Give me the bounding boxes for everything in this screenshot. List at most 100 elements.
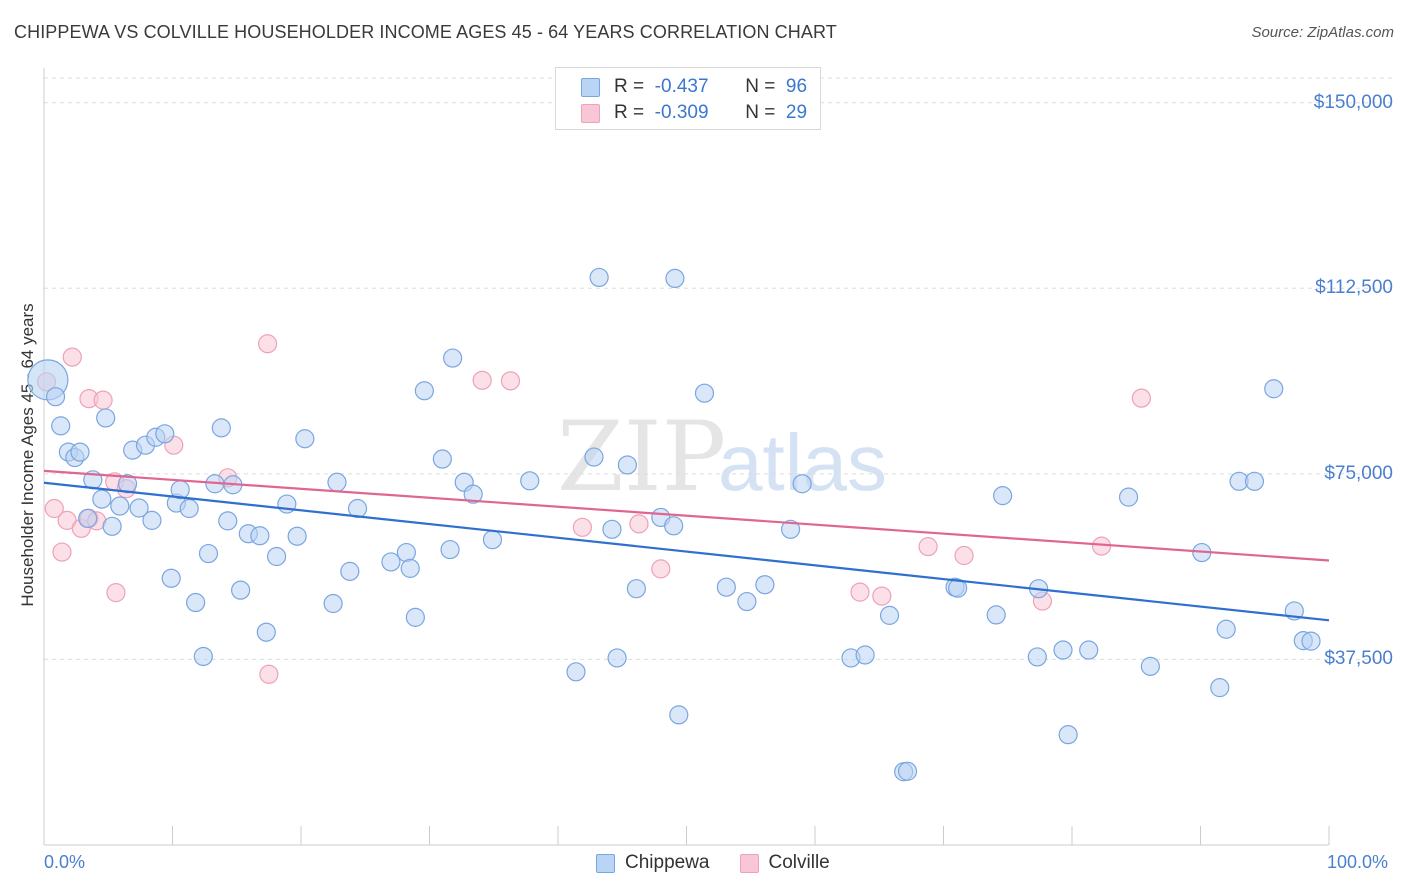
- data-point: [879, 605, 900, 625]
- data-point: [472, 370, 492, 390]
- data-point: [347, 498, 368, 519]
- data-point: [44, 498, 64, 519]
- legend-row-chippewa: R = -0.437 N = 96: [581, 75, 807, 99]
- data-point: [161, 568, 181, 588]
- data-point: [186, 592, 206, 613]
- watermark-atlas: atlas: [718, 418, 887, 507]
- data-point: [716, 577, 736, 597]
- data-point: [918, 537, 938, 557]
- data-point: [1027, 647, 1047, 667]
- data-point: [51, 416, 71, 436]
- data-point: [792, 474, 812, 494]
- n-label: N =: [745, 76, 776, 97]
- data-point: [295, 429, 315, 449]
- data-point: [664, 516, 684, 536]
- n-label: N =: [745, 102, 776, 123]
- data-point: [250, 526, 270, 546]
- data-point: [617, 455, 637, 475]
- data-point: [443, 348, 463, 368]
- data-point: [500, 371, 521, 391]
- data-point: [993, 486, 1013, 506]
- data-point: [381, 552, 401, 572]
- data-point: [45, 387, 66, 407]
- legend-label-colville: Colville: [768, 852, 830, 873]
- y-tick-label: $112,500: [1315, 277, 1393, 299]
- data-point: [948, 578, 968, 598]
- data-point: [193, 646, 213, 667]
- r-label: R =: [614, 102, 645, 123]
- data-point: [850, 582, 870, 602]
- data-point: [520, 471, 540, 491]
- data-point: [327, 472, 347, 492]
- data-point: [340, 561, 360, 581]
- data-point: [626, 579, 646, 599]
- data-point: [396, 542, 416, 563]
- axes: [43, 68, 1330, 846]
- data-point: [1301, 631, 1321, 651]
- data-point: [463, 484, 483, 504]
- data-point: [231, 580, 251, 600]
- data-point: [572, 517, 593, 537]
- watermark: ZIP atlas: [557, 401, 887, 513]
- data-point: [1079, 640, 1099, 660]
- data-point: [737, 591, 757, 612]
- data-point: [780, 519, 801, 539]
- data-point: [755, 575, 775, 595]
- r-value-colville: -0.309: [654, 102, 709, 123]
- data-point: [129, 498, 149, 518]
- data-point: [855, 645, 875, 665]
- grid: [44, 77, 1394, 660]
- data-point: [96, 408, 116, 428]
- data-point: [106, 583, 126, 603]
- data-point: [211, 418, 231, 438]
- data-point: [602, 519, 622, 539]
- data-point: [287, 526, 307, 546]
- data-point: [256, 622, 276, 642]
- data-point: [323, 593, 343, 614]
- y-tick-label: $37,500: [1324, 648, 1393, 670]
- legend-row-colville: R = -0.309 N = 29: [581, 101, 807, 125]
- x-tick-label-max: 100.0%: [1327, 852, 1389, 872]
- data-point: [155, 424, 175, 444]
- data-point: [198, 543, 219, 564]
- data-point: [218, 511, 238, 531]
- data-point: [142, 510, 162, 530]
- chippewa-swatch: [596, 853, 615, 873]
- data-point: [102, 516, 122, 536]
- data-point: [78, 508, 98, 529]
- data-point: [607, 648, 627, 668]
- data-point: [1058, 725, 1078, 745]
- n-value-colville: 29: [785, 102, 808, 123]
- data-point: [669, 705, 689, 725]
- data-point: [1210, 678, 1230, 698]
- chippewa-swatch: [581, 77, 600, 97]
- data-point: [266, 546, 287, 567]
- data-point: [872, 586, 892, 606]
- data-point: [432, 449, 452, 469]
- data-point: [92, 489, 112, 509]
- source-credit: Source: ZipAtlas.com: [1251, 24, 1394, 41]
- data-point: [1053, 640, 1073, 660]
- chart-title: CHIPPEWA VS COLVILLE HOUSEHOLDER INCOME …: [14, 22, 837, 42]
- r-value-chippewa: -0.437: [654, 76, 709, 97]
- data-point: [665, 268, 685, 289]
- n-value-chippewa: 96: [785, 76, 808, 97]
- stats-legend: R = -0.437 N = 96 R = -0.309 N = 29: [555, 67, 821, 130]
- data-point: [405, 607, 425, 627]
- data-point: [1244, 471, 1265, 491]
- data-point: [482, 530, 503, 550]
- data-point: [986, 605, 1006, 625]
- data-point: [629, 514, 649, 534]
- data-point: [954, 545, 974, 566]
- legend-item-chippewa: Chippewa: [596, 852, 710, 874]
- legend-item-colville: Colville: [739, 852, 830, 874]
- watermark-zip: ZIP: [557, 401, 726, 513]
- data-point: [1131, 388, 1151, 408]
- data-point: [414, 381, 434, 401]
- data-point: [589, 267, 609, 288]
- trendlines: [43, 469, 1330, 622]
- trendline-colville: [43, 469, 1330, 562]
- data-point: [257, 334, 278, 354]
- data-point: [93, 390, 113, 410]
